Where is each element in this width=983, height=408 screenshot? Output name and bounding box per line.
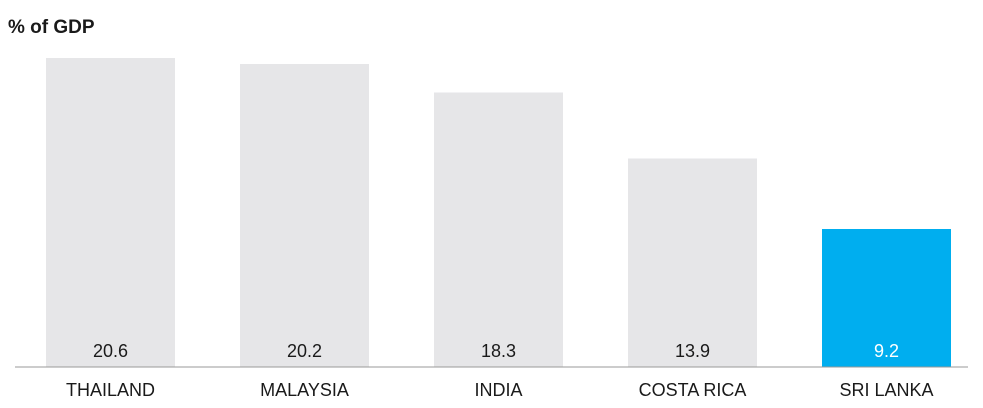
category-label-thailand: THAILAND <box>66 380 155 400</box>
value-label-sri-lanka: 9.2 <box>874 341 899 361</box>
category-label-sri-lanka: SRI LANKA <box>839 380 933 400</box>
value-label-costa-rica: 13.9 <box>675 341 710 361</box>
category-labels-group: THAILAND MALAYSIA INDIA COSTA RICA SRI LANKA <box>66 380 934 400</box>
bar-costa-rica <box>628 158 757 367</box>
category-label-india: INDIA <box>474 380 522 400</box>
bar-malaysia <box>240 64 369 367</box>
bar-sri-lanka <box>822 229 951 367</box>
y-axis-label: % of GDP <box>8 17 95 38</box>
bar-thailand <box>46 58 175 367</box>
value-label-thailand: 20.6 <box>93 341 128 361</box>
bar-india <box>434 92 563 367</box>
bars-group: 20.6 20.2 18.3 13.9 9.2 <box>46 58 951 367</box>
category-label-malaysia: MALAYSIA <box>260 380 349 400</box>
value-label-india: 18.3 <box>481 341 516 361</box>
value-label-malaysia: 20.2 <box>287 341 322 361</box>
category-label-costa-rica: COSTA RICA <box>639 380 747 400</box>
